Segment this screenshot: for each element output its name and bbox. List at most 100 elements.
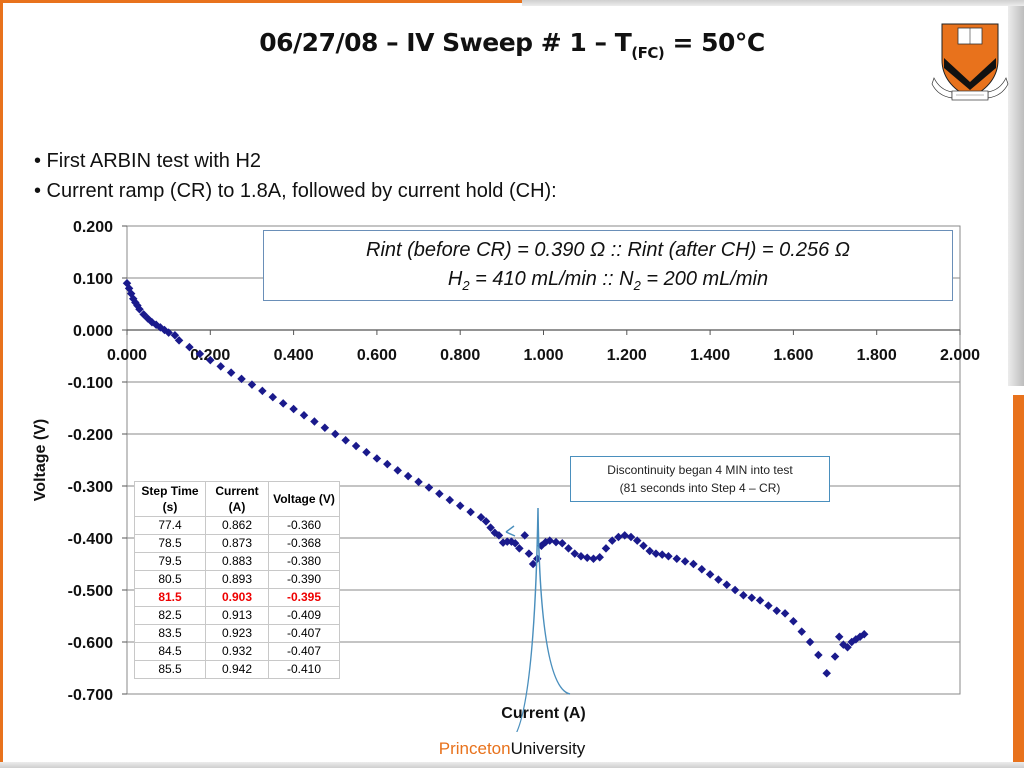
frame-top-shade xyxy=(522,0,1024,6)
table-cell: -0.407 xyxy=(268,624,340,643)
table-row: 82.5 0.913 -0.409 xyxy=(134,606,340,625)
data-point xyxy=(607,536,617,545)
resistance-info-box: Rint (before CR) = 0.390 Ω :: Rint (afte… xyxy=(263,230,953,301)
info-line-2: H2 = 410 mL/min :: N2 = 200 mL/min xyxy=(447,268,769,293)
table-cell: 82.5 xyxy=(134,606,206,625)
data-point xyxy=(237,374,246,384)
data-point xyxy=(268,392,278,402)
x-tick-label: 1.600 xyxy=(773,347,813,364)
table-cell: 0.893 xyxy=(205,570,269,589)
table-cell: -0.360 xyxy=(268,516,340,535)
data-point xyxy=(620,531,629,540)
table-row: 84.5 0.932 -0.407 xyxy=(134,642,340,661)
data-point xyxy=(170,330,180,340)
data-point xyxy=(551,537,561,547)
x-tick-label: 0.800 xyxy=(440,347,480,364)
callout-line-2: (81 seconds into Step 4 – CR) xyxy=(619,481,781,495)
x-tick-label: 1.200 xyxy=(607,347,647,364)
data-point xyxy=(341,435,350,445)
footer-wordmark: PrincetonUniversity xyxy=(438,739,586,758)
table-cell: -0.407 xyxy=(268,642,340,661)
table-cell: -0.395 xyxy=(268,588,340,607)
step-data-table: Step Time (s) Current (A) Voltage (V) 77… xyxy=(134,481,340,679)
table-row: 83.5 0.923 -0.407 xyxy=(134,624,340,643)
bullet-item: • Current ramp (CR) to 1.8A, followed by… xyxy=(34,180,557,202)
data-point xyxy=(403,471,413,481)
data-point xyxy=(185,342,194,352)
data-point xyxy=(632,536,642,545)
x-tick-label: 1.400 xyxy=(690,347,730,364)
frame-left-bar xyxy=(0,0,3,768)
table-row: 80.5 0.893 -0.390 xyxy=(134,570,340,589)
data-point xyxy=(289,404,298,414)
y-tick-label: -0.600 xyxy=(68,635,113,652)
data-point xyxy=(515,544,524,553)
frame-top-bar xyxy=(0,0,522,3)
bullet-list: • First ARBIN test with H2 • Current ram… xyxy=(34,146,557,206)
table-cell: 0.862 xyxy=(205,516,269,535)
table-cell: 78.5 xyxy=(134,534,206,553)
data-point xyxy=(174,336,184,345)
data-point xyxy=(466,507,475,517)
data-point xyxy=(486,523,495,532)
data-point xyxy=(135,304,144,314)
table-row: 78.5 0.873 -0.368 xyxy=(134,534,340,553)
table-cell: -0.380 xyxy=(268,552,340,571)
y-tick-label: -0.100 xyxy=(68,375,113,392)
data-point xyxy=(476,512,486,522)
table-cell: -0.368 xyxy=(268,534,340,553)
data-point xyxy=(362,447,371,457)
frame-right-shade xyxy=(1008,6,1024,386)
y-tick-label: 0.200 xyxy=(73,219,113,236)
table-row: 81.5 0.903 -0.395 xyxy=(134,588,340,607)
header-step-time: Step Time (s) xyxy=(134,481,206,517)
table-cell: -0.390 xyxy=(268,570,340,589)
y-tick-label: -0.200 xyxy=(68,427,113,444)
info-line-1: Rint (before CR) = 0.390 Ω :: Rint (afte… xyxy=(366,239,850,261)
data-point xyxy=(424,483,434,492)
table-cell: 79.5 xyxy=(134,552,206,571)
table-cell: 0.932 xyxy=(205,642,269,661)
data-point xyxy=(195,349,205,359)
data-point xyxy=(351,441,361,451)
table-row: 79.5 0.883 -0.380 xyxy=(134,552,340,571)
data-point xyxy=(494,531,504,540)
table-cell: 0.903 xyxy=(205,588,269,607)
data-point xyxy=(206,355,215,365)
data-point xyxy=(320,423,330,433)
frame-right-bar xyxy=(1013,395,1024,768)
y-tick-label: 0.100 xyxy=(73,271,113,288)
data-point xyxy=(755,596,765,605)
discontinuity-callout: Discontinuity began 4 MIN into test (81 … xyxy=(570,456,830,502)
data-point xyxy=(764,601,773,610)
data-point xyxy=(278,399,288,408)
data-point xyxy=(310,417,319,426)
table-cell: -0.410 xyxy=(268,660,340,679)
data-point xyxy=(372,454,382,463)
x-axis-label: Current (A) xyxy=(501,705,585,722)
data-point xyxy=(247,380,257,389)
bullet-item: • First ARBIN test with H2 xyxy=(34,150,262,172)
y-tick-label: -0.700 xyxy=(68,687,113,704)
data-point xyxy=(524,549,534,558)
data-point xyxy=(780,609,790,618)
table-cell: 0.873 xyxy=(205,534,269,553)
data-point xyxy=(455,501,465,511)
data-point xyxy=(705,570,715,579)
data-point xyxy=(680,557,690,566)
header-voltage: Voltage (V) xyxy=(268,481,340,517)
y-axis-label: Voltage (V) xyxy=(32,419,49,501)
table-cell: 0.923 xyxy=(205,624,269,643)
callout-arrowhead xyxy=(505,525,516,537)
data-point xyxy=(714,575,723,584)
data-point xyxy=(564,544,573,553)
table-cell: 84.5 xyxy=(134,642,206,661)
data-point xyxy=(226,368,236,377)
header-current: Current (A) xyxy=(205,481,269,517)
x-tick-label: 2.000 xyxy=(940,347,980,364)
table-cell: 77.4 xyxy=(134,516,206,535)
callout-line-1: Discontinuity began 4 MIN into test xyxy=(607,463,793,477)
data-point xyxy=(299,411,309,420)
data-point xyxy=(481,517,491,526)
x-tick-label: 0.000 xyxy=(107,347,147,364)
